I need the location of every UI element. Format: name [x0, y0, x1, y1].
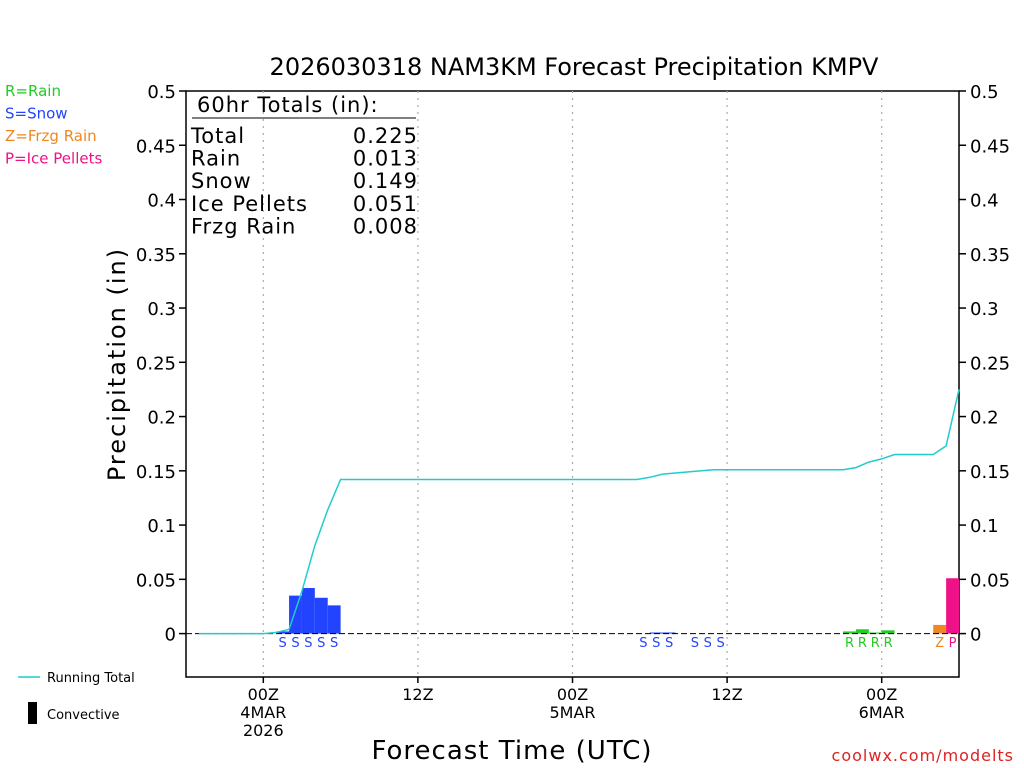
y-tick-label-left: 0.25 [136, 353, 176, 374]
y-tick-label-left: 0.5 [147, 82, 176, 103]
bar-s [327, 605, 341, 634]
convective-legend-label: Convective [47, 708, 120, 723]
y-tick-label-left: 0.1 [147, 516, 176, 537]
y-tick-label-right: 0.45 [970, 136, 1010, 157]
y-tick-label-left: 0.2 [147, 408, 176, 429]
running-total-line [198, 389, 960, 635]
y-tick-label-left: 0.45 [136, 136, 176, 157]
bar-s [276, 631, 290, 634]
x-tick-label: 12Z [402, 685, 433, 704]
x-axis-label: Forecast Time (UTC) [371, 736, 652, 766]
totals-header: 60hr Totals (in): [197, 93, 379, 117]
y-tick-label-right: 0.2 [970, 408, 999, 429]
bar-r [881, 630, 895, 634]
totals-row-value: 0.013 [353, 147, 418, 171]
totals-row-label: Frzg Rain [191, 214, 296, 238]
y-tick-label-right: 0.5 [970, 82, 999, 103]
type-marker-r: R [884, 636, 893, 651]
y-tick-label-left: 0 [165, 625, 176, 646]
y-tick-label-left: 0.4 [147, 191, 176, 212]
legend-p: P=Ice Pellets [5, 150, 102, 168]
totals-rows: Total 0.225 Rain 0.013 Snow 0.149 Ice Pellets 0… [190, 124, 418, 238]
chart-title: 2026030318 NAM3KM Forecast Precipitation… [270, 53, 879, 81]
totals-row-value: 0.051 [353, 192, 418, 216]
y-tick-label-right: 0.3 [970, 299, 999, 320]
y-axis-left: 0 0.05 0.1 0.15 0.2 0.25 0.3 0.35 0.4 0.45 0.5 [136, 82, 186, 646]
y-tick-label-right: 0.4 [970, 191, 999, 212]
convective-legend: Convective [28, 702, 120, 724]
legend-s: S=Snow [5, 105, 68, 123]
type-marker-s: S [330, 636, 338, 651]
y-tick-label-left: 0.35 [136, 245, 176, 266]
y-tick-label-right: 0.35 [970, 245, 1010, 266]
bar-z [933, 624, 947, 634]
bar-r [868, 632, 882, 634]
type-marker-s: S [639, 636, 647, 651]
type-marker-s: S [691, 636, 699, 651]
totals-row-value: 0.225 [353, 124, 418, 148]
x-tick-label: 00Z [248, 685, 279, 704]
totals-row-label: Total [190, 124, 245, 148]
bar-p [946, 578, 959, 634]
bar-r [843, 631, 856, 634]
x-tick-label: 00Z [866, 685, 897, 704]
type-marker-s: S [291, 636, 299, 651]
type-marker-s: S [717, 636, 725, 651]
type-marker-r: R [845, 636, 854, 651]
x-tick-label: 5MAR [549, 703, 595, 722]
bar-s [289, 595, 302, 634]
totals-box: 60hr Totals (in): Total 0.225 Rain 0.013 Sno… [190, 93, 418, 238]
y-tick-label-left: 0.3 [147, 299, 176, 320]
type-marker-s: S [304, 636, 312, 651]
convective-legend-swatch [28, 702, 37, 724]
totals-row-value: 0.149 [353, 169, 418, 193]
type-marker-s: S [652, 636, 660, 651]
type-marker-z: Z [935, 636, 944, 651]
type-marker-r: R [871, 636, 880, 651]
y-axis-label: Precipitation (in) [103, 247, 131, 481]
running-total-legend-label: Running Total [47, 671, 135, 686]
watermark: coolwx.com/modelts [832, 746, 1014, 765]
type-marker-r: R [858, 636, 867, 651]
totals-row-label: Ice Pellets [191, 192, 308, 216]
bar-s [662, 632, 676, 634]
precip-type-legend: R=Rain S=Snow Z=Frzg Rain P=Ice Pellets [5, 82, 102, 168]
x-tick-label: 4MAR [240, 703, 286, 722]
type-marker-p: P [949, 636, 957, 651]
x-tick-label: 12Z [711, 685, 742, 704]
x-tick-label: 00Z [557, 685, 588, 704]
y-tick-label-right: 0.15 [970, 462, 1010, 483]
type-marker-s: S [704, 636, 712, 651]
type-marker-s: S [665, 636, 673, 651]
totals-row-label: Rain [191, 147, 241, 171]
bar-s [301, 588, 315, 634]
y-tick-label-right: 0.05 [970, 570, 1010, 591]
y-tick-label-left: 0.05 [136, 570, 176, 591]
y-axis-right: 0 0.05 0.1 0.15 0.2 0.25 0.3 0.35 0.4 0.45 0.5 [959, 82, 1010, 646]
y-tick-label-right: 0.1 [970, 516, 999, 537]
legend-r: R=Rain [5, 82, 61, 100]
bar-s [649, 632, 663, 634]
type-marker-s: S [317, 636, 325, 651]
x-tick-label: 6MAR [859, 703, 905, 722]
bar-r [855, 629, 869, 634]
x-tick-label: 2026 [243, 721, 284, 740]
y-tick-label-left: 0.15 [136, 462, 176, 483]
y-tick-label-right: 0 [970, 625, 981, 646]
bar-s [314, 597, 328, 634]
totals-row-value: 0.008 [353, 214, 418, 238]
bars [276, 578, 959, 634]
running-total-legend: Running Total [18, 671, 135, 686]
type-marker-s: S [278, 636, 286, 651]
legend-z: Z=Frzg Rain [5, 127, 97, 145]
y-tick-label-right: 0.25 [970, 353, 1010, 374]
totals-row-label: Snow [191, 169, 252, 193]
